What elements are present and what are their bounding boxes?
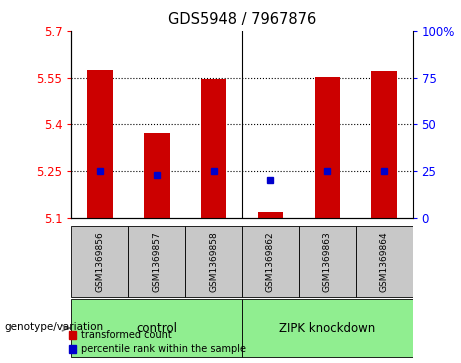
Bar	[71, 299, 242, 356]
Bar	[201, 79, 226, 218]
Bar	[299, 226, 356, 297]
Bar	[185, 226, 242, 297]
Text: genotype/variation: genotype/variation	[5, 322, 104, 332]
Text: ZIPK knockdown: ZIPK knockdown	[279, 322, 375, 335]
Text: GSM1369856: GSM1369856	[95, 231, 104, 292]
Bar	[314, 77, 340, 218]
Bar	[242, 299, 413, 356]
Bar	[71, 226, 128, 297]
Text: GSM1369863: GSM1369863	[323, 231, 332, 292]
Legend: transformed count, percentile rank within the sample: transformed count, percentile rank withi…	[65, 326, 250, 358]
Bar	[356, 226, 413, 297]
Bar	[242, 226, 299, 297]
Text: GSM1369864: GSM1369864	[380, 231, 389, 292]
Bar	[87, 70, 112, 218]
Bar	[144, 133, 170, 218]
Bar	[372, 71, 397, 218]
Text: GSM1369858: GSM1369858	[209, 231, 218, 292]
Bar	[128, 226, 185, 297]
Title: GDS5948 / 7967876: GDS5948 / 7967876	[168, 12, 316, 27]
Text: GSM1369862: GSM1369862	[266, 231, 275, 292]
Bar	[258, 212, 283, 218]
Text: control: control	[136, 322, 177, 335]
Text: GSM1369857: GSM1369857	[152, 231, 161, 292]
